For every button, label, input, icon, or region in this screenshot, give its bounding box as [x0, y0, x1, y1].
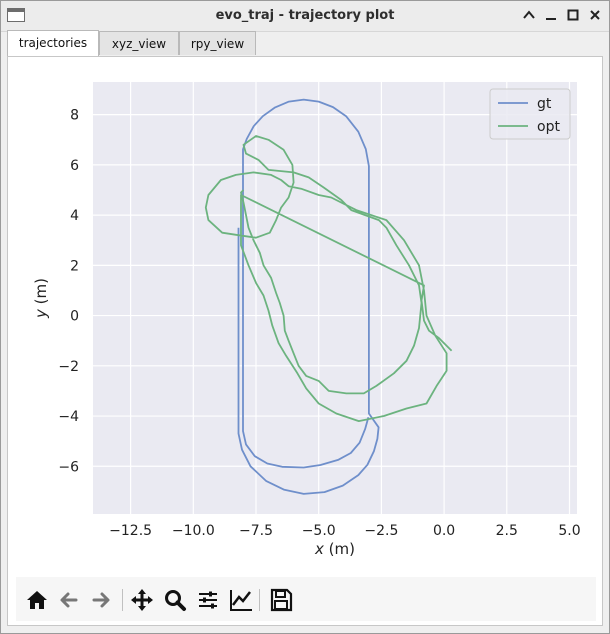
- x-tick-label: −12.5: [109, 523, 152, 539]
- x-tick-label: 2.5: [496, 523, 518, 539]
- zoom-icon[interactable]: [162, 587, 188, 613]
- x-tick-label: −10.0: [172, 523, 215, 539]
- x-tick-label: −7.5: [239, 523, 273, 539]
- plot-area[interactable]: [93, 82, 577, 514]
- y-tick-label: −4: [58, 409, 79, 425]
- y-tick-label: 8: [70, 108, 79, 124]
- shade-window-icon[interactable]: [521, 7, 537, 23]
- tab-rpy-view[interactable]: rpy_view: [179, 31, 256, 55]
- legend-label-gt: gt: [537, 96, 552, 112]
- window-title: evo_traj - trajectory plot: [215, 8, 395, 23]
- x-tick-label: −5.0: [302, 523, 336, 539]
- y-tick-label: 0: [70, 309, 79, 325]
- save-icon[interactable]: [268, 587, 294, 613]
- series-line-opt: [204, 135, 453, 422]
- y-tick-label: 6: [70, 158, 79, 174]
- plot-toolbar: [16, 577, 596, 621]
- y-axis-label: y (m): [32, 278, 50, 319]
- axes-edit-icon[interactable]: [228, 587, 254, 613]
- back-arrow-icon[interactable]: [56, 587, 82, 613]
- x-tick-label: 5.0: [558, 523, 580, 539]
- x-tick-label: 0.0: [433, 523, 455, 539]
- close-window-icon[interactable]: [587, 7, 603, 23]
- home-icon[interactable]: [24, 587, 50, 613]
- series-line-gt: [237, 98, 380, 495]
- x-tick-label: −2.5: [364, 523, 398, 539]
- x-axis-label: x (m): [314, 540, 355, 558]
- tab-trajectories[interactable]: trajectories: [7, 30, 99, 56]
- tab-xyz-view[interactable]: xyz_view: [99, 31, 179, 55]
- y-tick-label: 4: [70, 208, 79, 224]
- y-tick-label: −2: [58, 359, 79, 375]
- minimize-window-icon[interactable]: [543, 7, 559, 23]
- maximize-window-icon[interactable]: [565, 7, 581, 23]
- subplots-icon[interactable]: [195, 587, 221, 613]
- toolbar-separator: [259, 589, 260, 611]
- toolbar-separator: [122, 589, 123, 611]
- title-bar[interactable]: evo_traj - trajectory plot: [1, 1, 609, 32]
- plot-figure[interactable]: −12.5 −10.0 −7.5 −5.0 −2.5 0.0 2.5 5.0 −6 −4 −2 0 2 4…: [16, 67, 596, 574]
- forward-arrow-icon[interactable]: [88, 587, 114, 613]
- pan-icon[interactable]: [129, 587, 155, 613]
- legend-label-opt: opt: [537, 119, 560, 135]
- y-tick-label: 2: [70, 258, 79, 274]
- y-tick-label: −6: [58, 459, 79, 475]
- trajectory-plot[interactable]: −12.5 −10.0 −7.5 −5.0 −2.5 0.0 2.5 5.0 −6 −4 −2 0 2 4…: [16, 67, 596, 574]
- window-app-icon: [7, 8, 25, 22]
